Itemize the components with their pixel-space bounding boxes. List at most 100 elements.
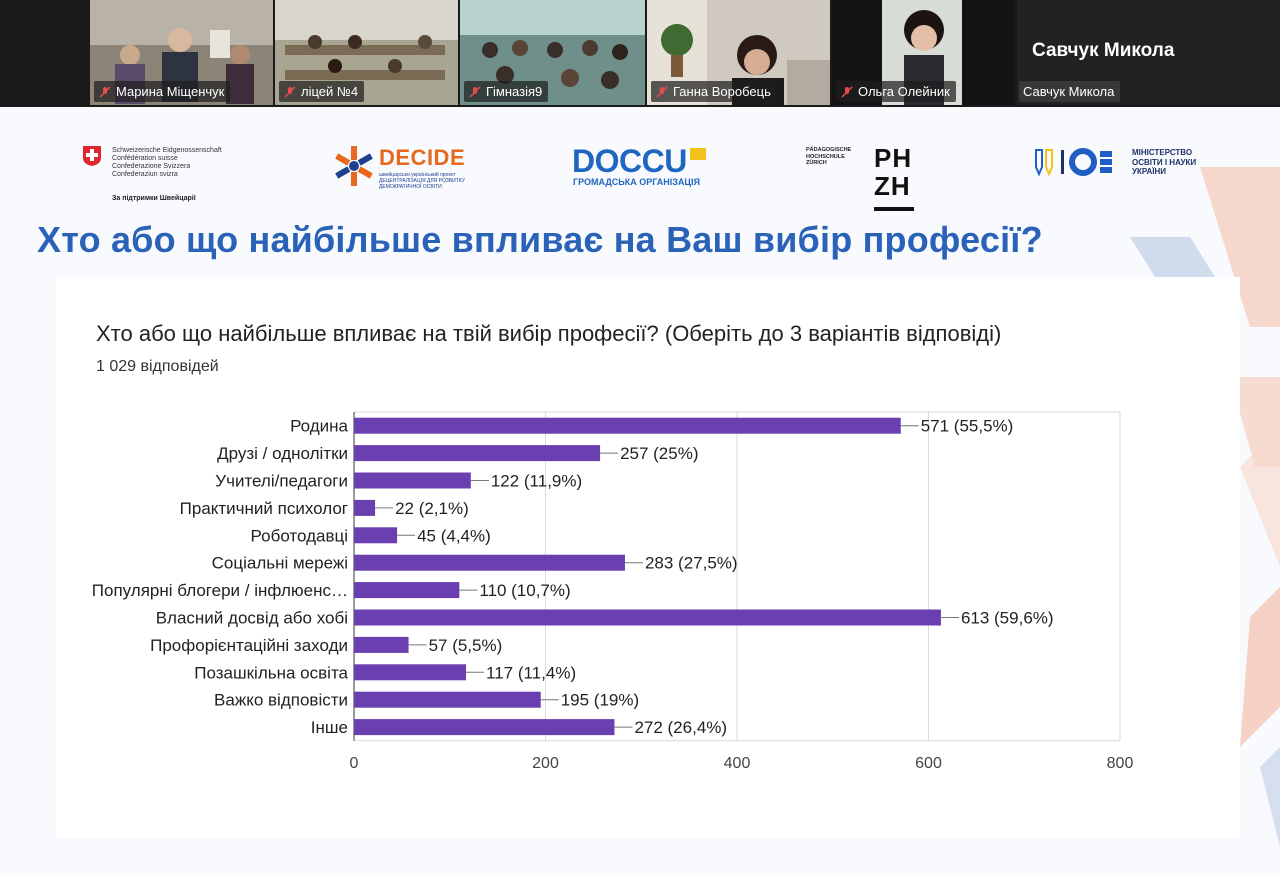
phzh-logo: PÄDAGOGISCHE HOCHSCHULE ZÜRICH PH ZH xyxy=(806,144,914,211)
x-tick-label: 200 xyxy=(532,755,559,772)
data-label: 117 (11,4%) xyxy=(486,663,576,682)
x-tick-label: 800 xyxy=(1107,755,1134,772)
ministry-line: ОСВІТИ І НАУКИ xyxy=(1132,157,1197,167)
data-label: 257 (25%) xyxy=(620,444,698,463)
participant-name: Марина Міщенчук xyxy=(116,84,225,99)
x-tick-label: 0 xyxy=(350,755,359,772)
data-label: 110 (10,7%) xyxy=(479,581,570,600)
x-tick-label: 400 xyxy=(724,755,751,772)
participant-tile[interactable]: Марина Міщенчук xyxy=(90,0,273,105)
mic-muted-icon xyxy=(469,85,481,98)
bar xyxy=(354,636,409,653)
data-label: 272 (26,4%) xyxy=(634,718,727,737)
category-label: Соціальні мережі xyxy=(212,554,348,573)
survey-chart: Хто або що найбільше впливає на твій виб… xyxy=(56,277,1240,838)
data-label: 57 (5,5%) xyxy=(429,636,503,655)
chart-title: Хто або що найбільше впливає на твій виб… xyxy=(96,321,1002,346)
category-label: Позашкільна освіта xyxy=(194,663,348,682)
ministry-line: МІНІСТЕРСТВО xyxy=(1132,148,1193,157)
participant-name: Гімназія9 xyxy=(486,84,543,99)
speaker-name: Савчук Микола xyxy=(1032,40,1175,61)
participant-tile[interactable]: Гімназія9 xyxy=(460,0,645,105)
active-speaker-tile[interactable]: Савчук Микола Савчук Микола xyxy=(1017,0,1280,105)
decide-snowflake-icon xyxy=(335,146,373,186)
participant-name-label: ліцей №4 xyxy=(279,81,365,102)
participant-name: Ольга Олейник xyxy=(858,84,950,99)
phzh-line: PÄDAGOGISCHE xyxy=(806,147,852,153)
x-tick-label: 600 xyxy=(915,755,942,772)
doccu-wordmark: DOCCU xyxy=(572,143,687,179)
partner-logos: Schweizerische Eidgenossenschaft Confédé… xyxy=(0,137,1280,217)
decide-wordmark: DECIDE xyxy=(379,145,466,170)
phzh-line: ZÜRICH xyxy=(806,160,827,166)
category-label: Практичний психолог xyxy=(180,499,348,518)
bar xyxy=(354,609,941,626)
swiss-line: Confederaziun svizra xyxy=(112,171,178,178)
participant-tile[interactable]: Ольга Олейник xyxy=(832,0,1015,105)
bar xyxy=(354,527,398,544)
category-label: Друзі / однолітки xyxy=(217,444,348,463)
participant-name: Савчук Микола xyxy=(1023,84,1115,99)
shared-slide: Schweizerische Eidgenossenschaft Confédé… xyxy=(0,107,1280,876)
bar xyxy=(354,445,601,462)
category-label: Власний досвід або хобі xyxy=(156,609,348,628)
category-label: Популярні блогери / інфлюенс… xyxy=(92,581,348,600)
participant-name-label: Савчук Микола xyxy=(1019,81,1121,102)
video-feed xyxy=(275,0,458,105)
slide-title: Хто або що найбільше впливає на Ваш вибі… xyxy=(37,219,1043,260)
participant-name-label: Марина Міщенчук xyxy=(94,81,231,102)
bar xyxy=(354,719,615,736)
category-label: Важко відповісти xyxy=(214,691,348,710)
data-label: 22 (2,1%) xyxy=(395,499,469,518)
phzh-mark: PH xyxy=(874,143,913,173)
phzh-line: HOCHSCHULE xyxy=(806,153,845,160)
response-count: 1 029 відповідей xyxy=(96,358,219,375)
participant-name-label: Ганна Воробець xyxy=(651,81,777,102)
mic-muted-icon xyxy=(841,85,853,98)
participant-video-strip: Марина Міщенчук ліцей №4 xyxy=(0,0,1280,107)
doccu-logo: DOCCU ГРОМАДСЬКА ОРГАНІЗАЦІЯ xyxy=(572,143,706,187)
data-label: 283 (27,5%) xyxy=(645,554,738,573)
phzh-underline xyxy=(874,207,914,211)
swiss-line: Confederazione Svizzera xyxy=(112,163,191,170)
swiss-line: Confédération suisse xyxy=(112,155,178,162)
bar xyxy=(354,691,541,708)
data-label: 195 (19%) xyxy=(561,691,639,710)
bar xyxy=(354,582,460,599)
bar xyxy=(354,499,376,516)
ministry-emblem-icon xyxy=(1035,148,1112,177)
swiss-line: Schweizerische Eidgenossenschaft xyxy=(112,147,222,154)
data-label: 122 (11,9%) xyxy=(491,472,582,491)
phzh-mark: ZH xyxy=(874,171,911,201)
data-label: 45 (4,4%) xyxy=(417,526,491,545)
participant-tile[interactable]: Ганна Воробець xyxy=(647,0,830,105)
mic-muted-icon xyxy=(656,85,668,98)
bar xyxy=(354,417,901,434)
category-label: Інше xyxy=(311,718,348,737)
ministry-line: УКРАЇНИ xyxy=(1132,167,1167,176)
decide-sub-line: ДЕМОКРАТИЧНОЇ ОСВІТИ xyxy=(379,184,442,190)
mic-muted-icon xyxy=(99,85,111,98)
participant-name-label: Ольга Олейник xyxy=(836,81,956,102)
bar xyxy=(354,554,625,571)
bar xyxy=(354,664,467,681)
bar xyxy=(354,472,471,489)
video-feed xyxy=(832,0,1015,105)
swiss-cross-icon xyxy=(83,146,101,166)
bar-chart-plot: 0 200 400 600 800 Родина 571 (55,5%) Друзі / од… xyxy=(92,411,1134,772)
category-label: Родина xyxy=(290,417,348,436)
decide-sub-line: швейцарсько-український проект xyxy=(379,172,456,178)
swiss-support-text: За підтримки Швейцарії xyxy=(112,195,196,202)
participant-tile[interactable]: ліцей №4 xyxy=(275,0,458,105)
participant-name-label: Гімназія9 xyxy=(464,81,549,102)
participant-name: ліцей №4 xyxy=(301,84,359,99)
mic-muted-icon xyxy=(284,85,296,98)
category-label: Учителі/педагоги xyxy=(215,472,348,491)
doccu-subtitle: ГРОМАДСЬКА ОРГАНІЗАЦІЯ xyxy=(573,177,700,187)
category-label: Профорієнтаційні заходи xyxy=(150,636,348,655)
data-label: 571 (55,5%) xyxy=(921,417,1014,436)
participant-name: Ганна Воробець xyxy=(673,84,771,99)
category-label: Роботодавці xyxy=(251,526,348,545)
decorative-pattern xyxy=(1130,167,1280,847)
